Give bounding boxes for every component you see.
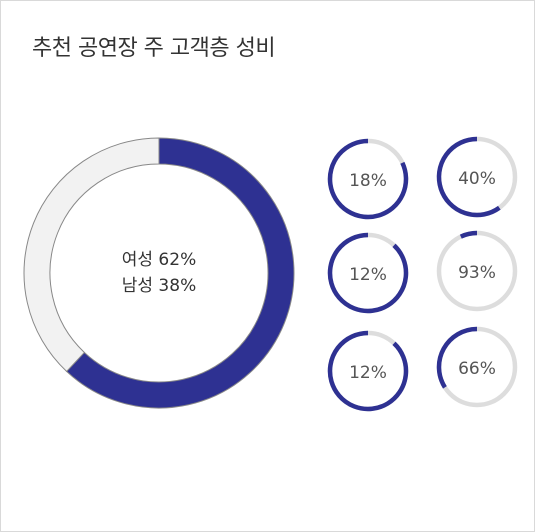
ring-6-arc xyxy=(436,326,478,389)
female-label: 여성 62% xyxy=(122,250,196,270)
ring-2-arc xyxy=(436,136,501,218)
ring-3-label: 12% xyxy=(349,265,387,285)
male-slice xyxy=(23,137,160,373)
ring-2-label: 40% xyxy=(458,169,496,189)
ring-1-arc xyxy=(327,138,409,220)
ring-3-arc xyxy=(327,232,409,314)
female-slice xyxy=(65,137,295,409)
chart-title: 추천 공연장 주 고객층 성비 xyxy=(32,36,276,61)
ring-4-track xyxy=(436,230,518,312)
ring-5-label: 12% xyxy=(349,363,387,383)
small-rings xyxy=(327,136,518,412)
ring-1-label: 18% xyxy=(349,171,387,191)
male-label: 남성 38% xyxy=(122,276,196,296)
ring-4-label: 93% xyxy=(458,263,496,283)
ring-5-arc xyxy=(327,330,409,412)
main-donut xyxy=(23,137,295,409)
ring-6-label: 66% xyxy=(458,359,496,379)
ring-4-arc xyxy=(459,230,478,239)
